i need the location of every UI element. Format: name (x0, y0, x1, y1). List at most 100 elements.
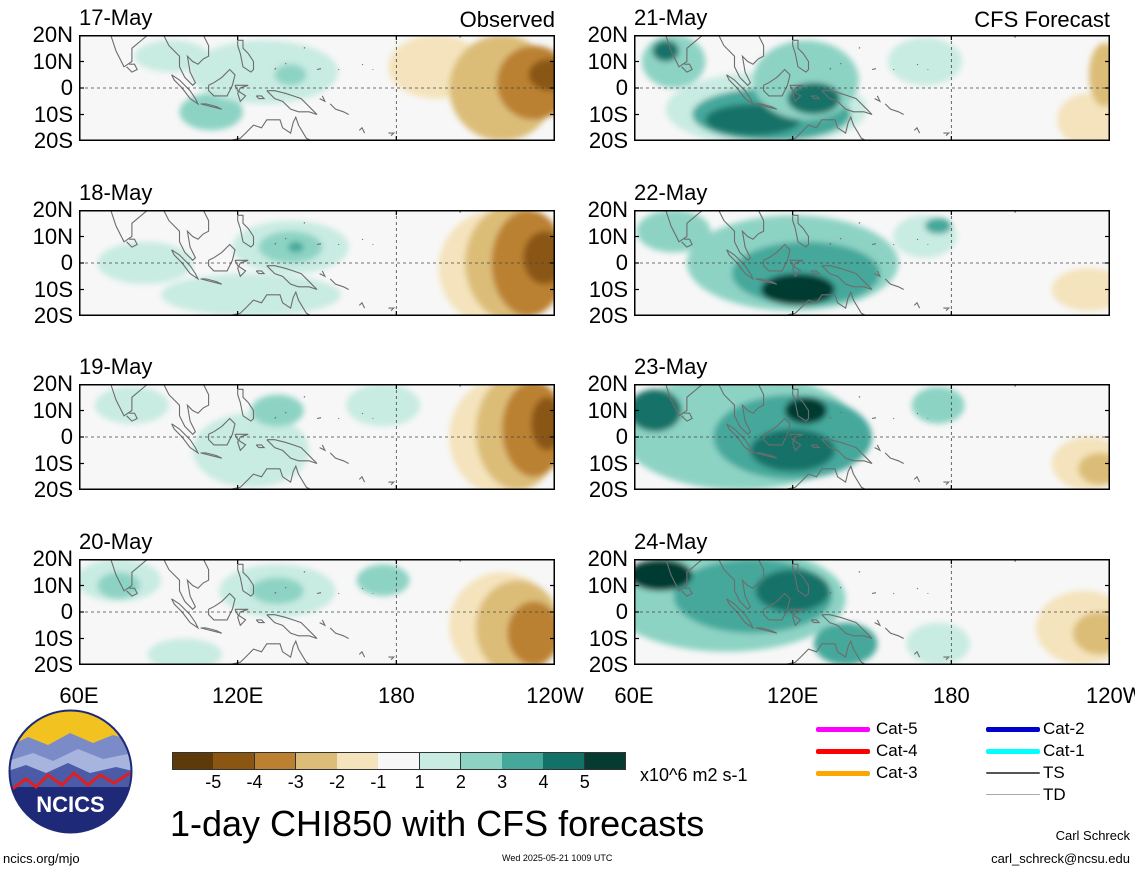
coastline (226, 115, 312, 141)
anomaly-blob (250, 394, 304, 427)
column-heading: CFS Forecast (974, 7, 1110, 32)
panel-date-label: 23-May (634, 354, 708, 379)
coastline (226, 639, 312, 665)
coastline (200, 452, 223, 459)
coastline (943, 656, 951, 661)
coastline (781, 464, 867, 490)
author-email: carl_schreck@ncsu.edu (991, 851, 1130, 866)
lat-tick-label: 10N (32, 48, 73, 74)
colorbar-tick-label: -2 (329, 772, 346, 792)
coastline (726, 598, 755, 630)
map-panel-22-May (634, 210, 1110, 316)
coastline (208, 592, 236, 621)
coastline (916, 412, 919, 415)
coastline (763, 592, 791, 621)
lat-tick-label: 20N (587, 546, 628, 571)
lat-tick-label: 20S (588, 477, 628, 502)
coastline (284, 586, 287, 589)
coastline (943, 481, 951, 486)
storm-legend-swatch (816, 727, 870, 732)
colorbar-tick-label: -1 (370, 772, 387, 792)
coastline (858, 222, 861, 224)
coastline (266, 614, 318, 640)
coastline (829, 67, 832, 70)
coastline (681, 63, 693, 73)
coastline (916, 587, 919, 590)
coastline (234, 84, 249, 103)
coastline (361, 238, 364, 241)
anomaly-blob (1088, 42, 1110, 107)
coastline (789, 608, 804, 627)
anomaly-blob (755, 569, 830, 612)
coastline (874, 95, 882, 103)
map-panel-18-May (79, 210, 555, 316)
coastline (358, 301, 366, 309)
coastline (237, 388, 255, 422)
anomaly-blob (784, 397, 828, 424)
lon-tick-label: 120W (1086, 683, 1135, 708)
coastline (316, 243, 322, 246)
lat-tick-label: 20S (33, 477, 73, 502)
lat-tick-label: 10S (33, 625, 73, 651)
coastline (208, 417, 236, 446)
coastline (810, 95, 821, 100)
anomaly-blob (287, 241, 304, 253)
coastline (755, 452, 778, 459)
lon-tick-label: 60E (59, 683, 99, 708)
coastline (664, 210, 765, 262)
colorbar-swatch (419, 752, 462, 770)
lat-tick-label: 20N (587, 371, 628, 396)
coastline (858, 47, 861, 49)
coastline (319, 95, 327, 103)
lat-tick-label: 10N (32, 397, 73, 423)
coastline (781, 115, 867, 141)
coastline (303, 396, 306, 398)
coastline (319, 619, 327, 627)
coastline (874, 619, 882, 627)
lat-tick-label: 20S (588, 652, 628, 677)
coastline (913, 126, 921, 134)
coastline (126, 587, 138, 597)
coastline (726, 249, 755, 281)
coastline (303, 222, 306, 224)
coastline (755, 627, 778, 634)
lon-tick-label: 120E (766, 683, 819, 708)
anomaly-blob (507, 601, 555, 665)
panel-date-label: 20-May (79, 529, 153, 554)
lat-tick-label: 10S (33, 276, 73, 302)
coastline (226, 464, 312, 490)
coastline (388, 132, 396, 137)
lon-tick-label: 180 (932, 683, 970, 708)
coastline (916, 238, 919, 241)
storm-legend-label: TD (1043, 785, 1066, 804)
anomaly-blob (652, 40, 679, 62)
coastline (871, 592, 877, 595)
coastline (171, 249, 200, 281)
anomaly-blob (274, 64, 307, 86)
coastline (810, 619, 821, 624)
coastline (171, 74, 200, 106)
coastline (681, 412, 693, 422)
coastline (681, 238, 693, 248)
coastline (361, 412, 364, 415)
coastline (316, 68, 322, 71)
colorbar-tick-label: 4 (538, 772, 549, 792)
colorbar-swatch (502, 752, 544, 770)
coastline (884, 278, 904, 290)
lon-tick-label: 120E (211, 683, 264, 708)
anomaly-blob (911, 386, 965, 424)
lat-tick-label: 10N (32, 223, 73, 249)
coastline (274, 591, 277, 594)
coastline (810, 444, 821, 449)
lat-tick-label: 20S (588, 128, 628, 153)
coastline (755, 103, 778, 110)
lat-tick-label: 10S (33, 450, 73, 476)
coastline (388, 481, 396, 486)
coastline (884, 627, 904, 639)
colorbar-tick-label: -3 (287, 772, 304, 792)
lon-tick-label: 120W (526, 683, 584, 708)
anomaly-blob (147, 638, 222, 665)
anomaly-blob (1057, 93, 1110, 141)
storm-legend-swatch (986, 727, 1040, 732)
lon-tick-label: 180 (377, 683, 415, 708)
